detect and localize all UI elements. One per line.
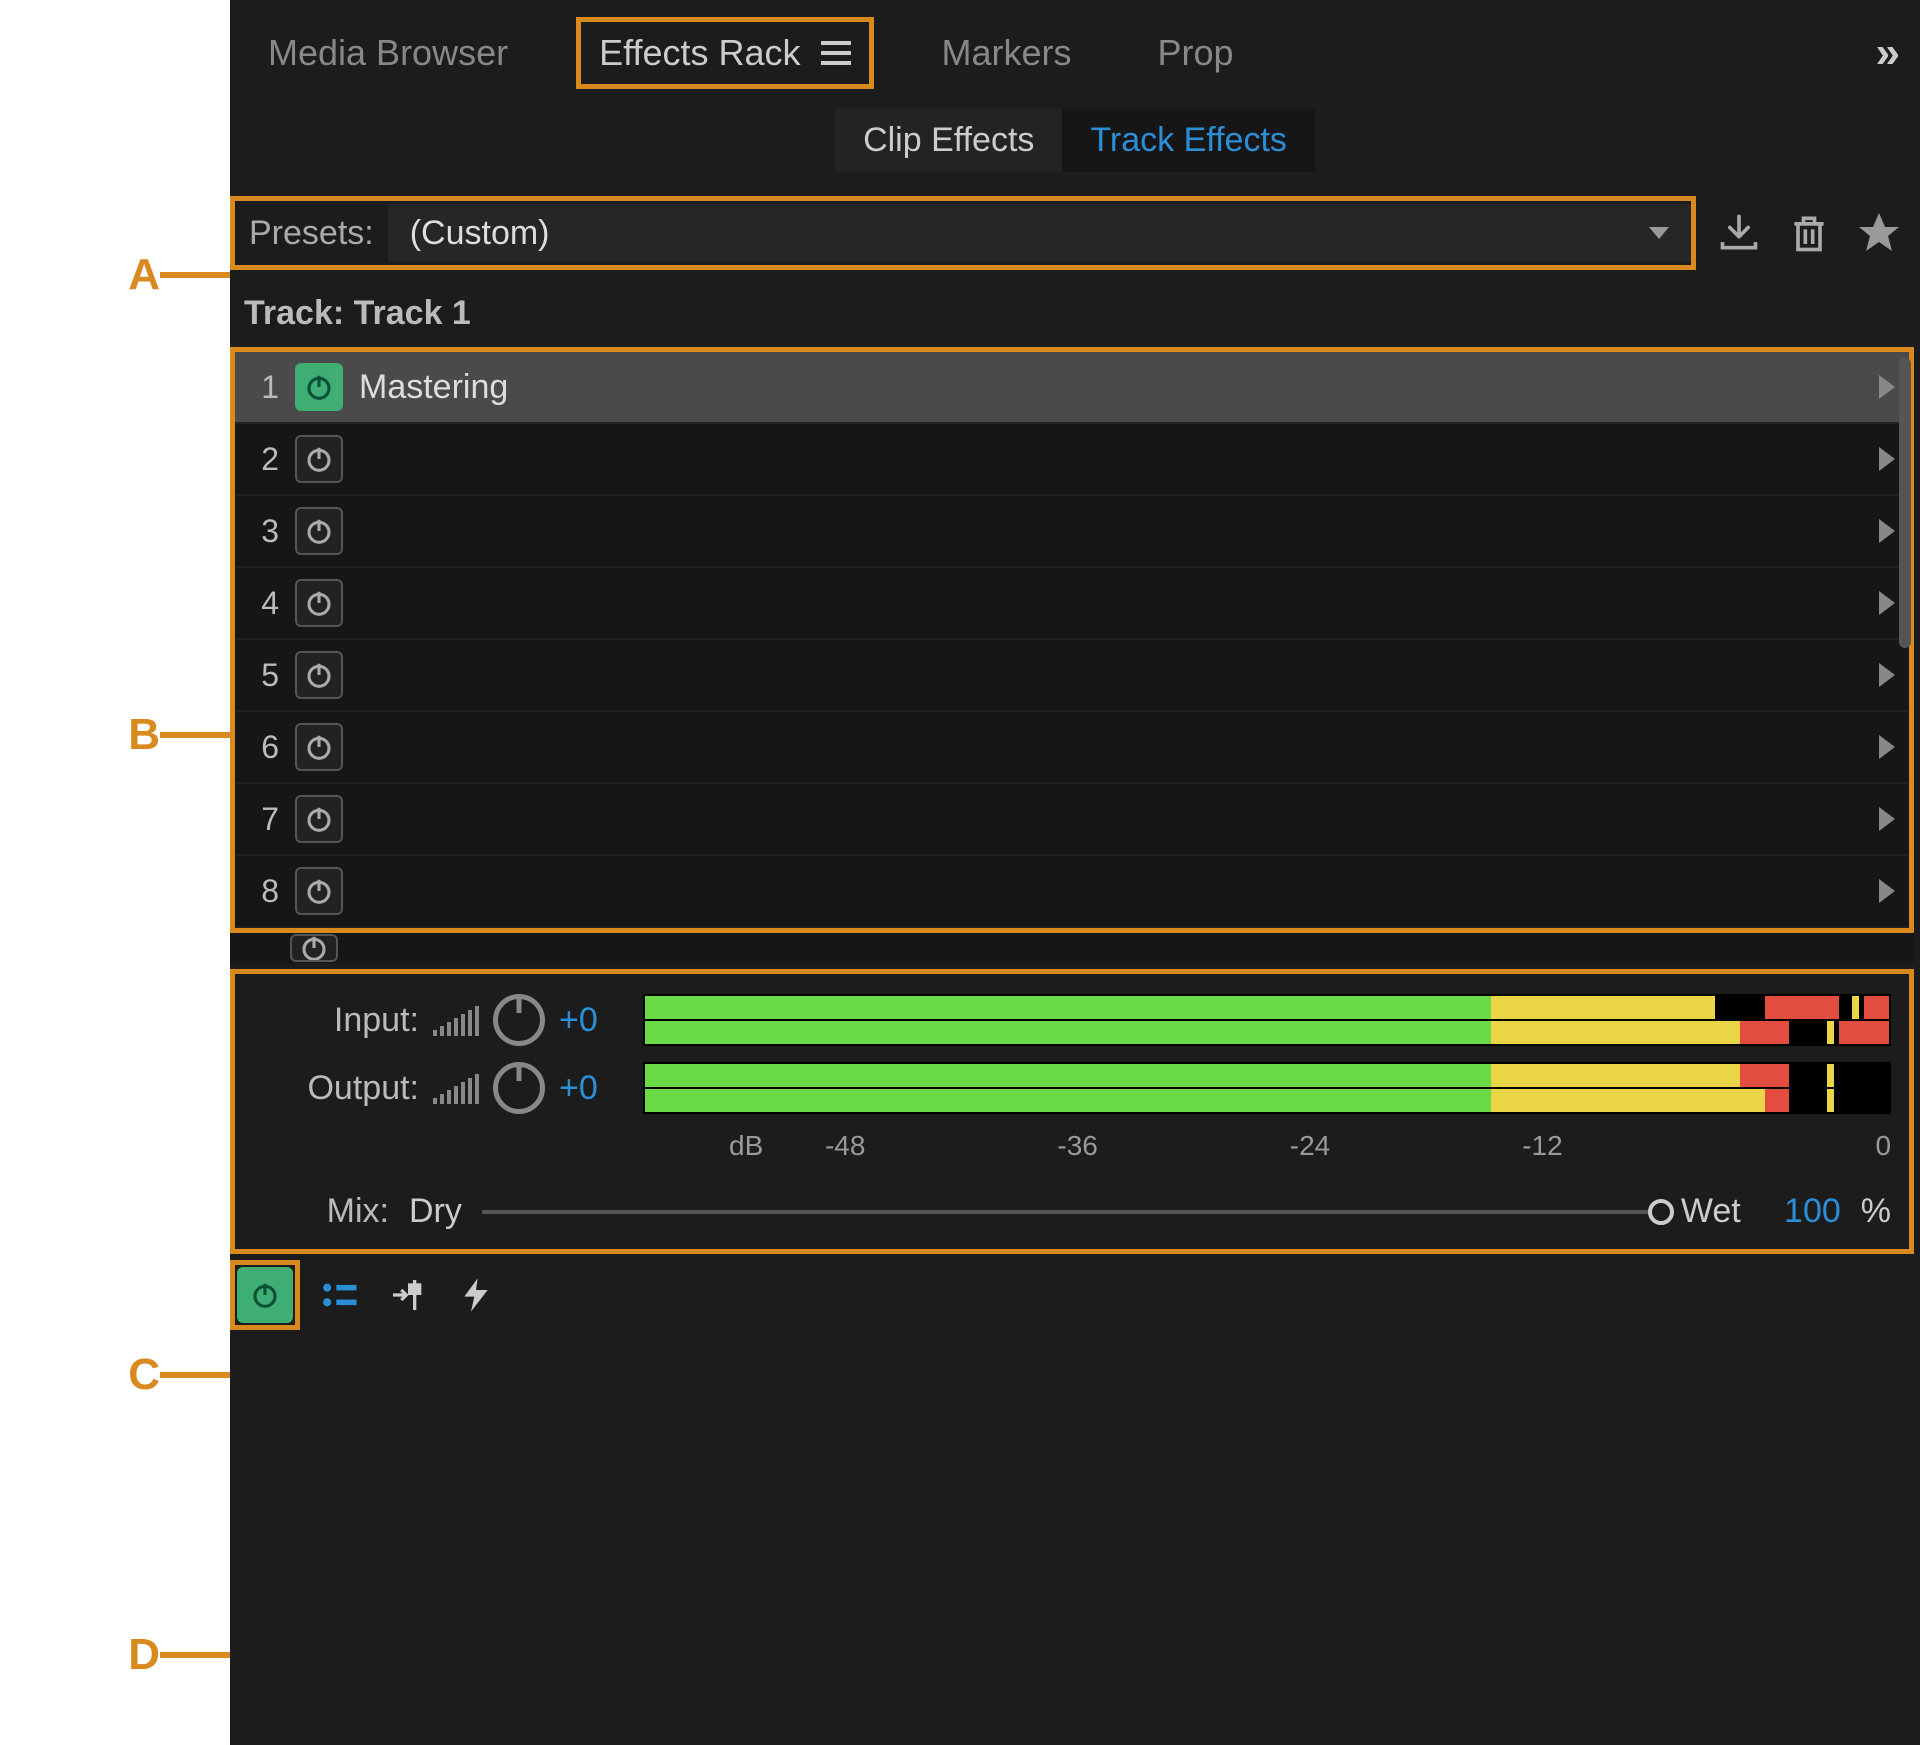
slot-power-button[interactable] [295, 435, 343, 483]
slot-power-button[interactable] [295, 579, 343, 627]
rack-power-button[interactable] [237, 1267, 293, 1323]
chevron-right-icon[interactable] [1879, 519, 1895, 543]
input-meter [643, 994, 1891, 1046]
callout-d: D [100, 1630, 230, 1680]
bottom-toolbar [230, 1260, 1920, 1344]
slot-number: 6 [245, 729, 279, 766]
chevron-right-icon[interactable] [1879, 735, 1895, 759]
slot-power-button[interactable] [295, 651, 343, 699]
slot-number: 1 [245, 369, 279, 406]
io-section: Input: +0 Output: +0 dB -48-36-24-1 [230, 969, 1914, 1254]
effect-slot-row[interactable]: 6 [235, 712, 1909, 784]
slot-effect-name: Mastering [359, 368, 1863, 407]
slot-power-button[interactable] [295, 507, 343, 555]
effect-slot-row[interactable]: 3 [235, 496, 1909, 568]
output-gain-value[interactable]: +0 [559, 1069, 629, 1108]
chevron-right-icon[interactable] [1879, 591, 1895, 615]
delete-preset-button[interactable] [1782, 206, 1836, 260]
slots-scrollbar[interactable] [1899, 358, 1911, 648]
output-meter [643, 1062, 1891, 1114]
effect-slot-row[interactable]: 4 [235, 568, 1909, 640]
slot-power-button[interactable] [295, 363, 343, 411]
slot-number: 2 [245, 441, 279, 478]
tab-properties[interactable]: Prop [1140, 22, 1252, 84]
tab-bar: Media Browser Effects Rack Markers Prop … [230, 0, 1920, 105]
track-label: Track: Track 1 [230, 276, 1920, 347]
save-preset-button[interactable] [1712, 206, 1766, 260]
effect-slot-row[interactable]: 1 Mastering [235, 352, 1909, 424]
rack-power-frame [230, 1260, 300, 1330]
favorite-button[interactable] [1852, 206, 1906, 260]
mix-slider[interactable] [482, 1210, 1661, 1214]
input-gain-knob[interactable] [493, 994, 545, 1046]
sub-tab-clip-effects[interactable]: Clip Effects [835, 109, 1062, 172]
effect-slot-row[interactable]: 7 [235, 784, 1909, 856]
input-row: Input: +0 [259, 994, 1891, 1046]
slot-power-button[interactable] [295, 723, 343, 771]
level-bars-icon [433, 1004, 479, 1036]
callout-a: A [100, 250, 230, 300]
db-label: dB [259, 1130, 729, 1162]
effect-slot-row[interactable]: 8 [235, 856, 1909, 928]
slot-number: 8 [245, 873, 279, 910]
sub-tab-track-effects[interactable]: Track Effects [1062, 109, 1315, 172]
slot-number: 3 [245, 513, 279, 550]
apply-to-fader-button[interactable] [380, 1267, 436, 1323]
effect-slot-row[interactable]: 2 [235, 424, 1909, 496]
tab-markers[interactable]: Markers [924, 22, 1090, 84]
callout-c: C [100, 1350, 230, 1400]
chevron-right-icon[interactable] [1879, 879, 1895, 903]
effect-slots: 1 Mastering 2 3 4 [230, 347, 1914, 933]
effects-rack-panel: Media Browser Effects Rack Markers Prop … [230, 0, 1920, 1745]
effect-slot-row[interactable]: 5 [235, 640, 1909, 712]
tab-overflow-icon[interactable]: » [1876, 28, 1900, 78]
input-gain-value[interactable]: +0 [559, 1001, 629, 1040]
chevron-right-icon[interactable] [1879, 447, 1895, 471]
slot-number: 7 [245, 801, 279, 838]
output-gain-knob[interactable] [493, 1062, 545, 1114]
tab-effects-rack[interactable]: Effects Rack [576, 17, 873, 89]
presets-label: Presets: [235, 214, 388, 253]
slot-number: 5 [245, 657, 279, 694]
output-row: Output: +0 [259, 1062, 1891, 1114]
chevron-right-icon[interactable] [1879, 663, 1895, 687]
chevron-right-icon[interactable] [1879, 807, 1895, 831]
presets-row: Presets: (Custom) [230, 190, 1920, 276]
chevron-down-icon [1649, 227, 1669, 239]
callout-b: B [100, 710, 230, 760]
mix-slider-thumb[interactable] [1648, 1199, 1674, 1225]
lightning-button[interactable] [448, 1267, 504, 1323]
db-scale: -48-36-24-120 [729, 1130, 1891, 1162]
slot-power-button[interactable] [295, 795, 343, 843]
mix-value[interactable]: 100 [1761, 1192, 1841, 1231]
tab-media-browser[interactable]: Media Browser [250, 22, 526, 84]
presets-box: Presets: (Custom) [230, 196, 1696, 270]
mix-row: Mix: Dry Wet 100 % [259, 1178, 1891, 1231]
presets-dropdown[interactable]: (Custom) [388, 204, 1691, 262]
chevron-right-icon[interactable] [1879, 375, 1895, 399]
slot-number: 4 [245, 585, 279, 622]
slot-power-button[interactable] [290, 934, 338, 962]
level-bars-icon [433, 1072, 479, 1104]
list-view-button[interactable] [312, 1267, 368, 1323]
sub-tab-bar: Clip Effects Track Effects [230, 105, 1920, 190]
slot-power-button[interactable] [295, 867, 343, 915]
slot-row-cutoff [230, 933, 1914, 963]
panel-menu-icon[interactable] [821, 41, 851, 65]
